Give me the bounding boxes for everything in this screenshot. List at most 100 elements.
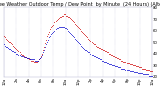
Point: [64, 28, 66, 29]
Point: [54, 21, 57, 22]
Point: [25, 58, 28, 59]
Point: [141, 68, 143, 69]
Point: [83, 33, 86, 35]
Point: [11, 51, 14, 52]
Point: [8, 41, 11, 43]
Point: [141, 73, 143, 74]
Point: [22, 56, 25, 58]
Point: [59, 26, 62, 28]
Point: [40, 55, 42, 57]
Point: [129, 63, 132, 65]
Point: [83, 48, 86, 50]
Point: [145, 69, 147, 70]
Point: [142, 74, 144, 75]
Point: [123, 68, 126, 69]
Point: [39, 58, 41, 59]
Point: [36, 60, 38, 61]
Point: [76, 40, 78, 42]
Point: [48, 31, 51, 32]
Point: [3, 36, 5, 37]
Point: [15, 53, 18, 54]
Point: [140, 67, 142, 68]
Point: [35, 61, 37, 62]
Point: [88, 52, 91, 53]
Point: [64, 28, 67, 29]
Point: [87, 38, 90, 39]
Point: [72, 36, 74, 37]
Point: [120, 68, 123, 69]
Point: [97, 58, 100, 59]
Point: [17, 51, 20, 52]
Point: [42, 52, 44, 53]
Point: [146, 74, 148, 75]
Point: [18, 54, 21, 56]
Point: [5, 46, 7, 47]
Point: [62, 26, 65, 28]
Point: [133, 71, 136, 73]
Point: [136, 73, 139, 74]
Point: [20, 54, 23, 56]
Point: [71, 19, 73, 21]
Point: [22, 55, 25, 57]
Point: [139, 67, 141, 68]
Point: [44, 43, 47, 44]
Point: [23, 56, 26, 58]
Point: [80, 45, 83, 46]
Point: [44, 46, 47, 47]
Point: [87, 52, 90, 53]
Point: [55, 19, 58, 21]
Point: [53, 30, 56, 31]
Point: [74, 38, 76, 39]
Point: [18, 52, 21, 53]
Point: [114, 66, 116, 67]
Point: [6, 46, 8, 47]
Point: [53, 22, 56, 23]
Point: [67, 30, 69, 31]
Point: [17, 54, 20, 56]
Point: [30, 60, 32, 61]
Point: [100, 60, 103, 61]
Point: [128, 63, 131, 65]
Point: [62, 14, 65, 15]
Point: [13, 46, 16, 47]
Point: [47, 39, 50, 40]
Point: [84, 34, 87, 36]
Point: [11, 44, 14, 45]
Point: [12, 45, 15, 46]
Point: [64, 14, 66, 15]
Point: [119, 67, 122, 68]
Point: [149, 70, 152, 72]
Point: [26, 58, 29, 59]
Point: [128, 70, 131, 72]
Point: [31, 60, 33, 61]
Point: [49, 36, 52, 37]
Point: [104, 61, 106, 62]
Point: [69, 32, 71, 34]
Point: [107, 62, 109, 64]
Point: [127, 62, 130, 64]
Point: [130, 70, 133, 72]
Point: [138, 67, 140, 68]
Point: [50, 33, 53, 35]
Point: [105, 51, 107, 52]
Point: [91, 43, 94, 44]
Point: [68, 31, 70, 32]
Point: [125, 69, 128, 70]
Point: [28, 59, 31, 60]
Point: [132, 64, 135, 66]
Point: [135, 71, 137, 73]
Point: [33, 61, 35, 62]
Point: [143, 74, 145, 75]
Point: [102, 60, 104, 61]
Point: [121, 68, 124, 69]
Point: [82, 47, 85, 49]
Point: [121, 60, 124, 61]
Point: [21, 54, 24, 56]
Point: [74, 23, 76, 24]
Point: [113, 64, 115, 66]
Point: [103, 50, 105, 51]
Point: [50, 26, 53, 28]
Point: [10, 50, 13, 51]
Point: [56, 28, 59, 29]
Point: [23, 56, 26, 58]
